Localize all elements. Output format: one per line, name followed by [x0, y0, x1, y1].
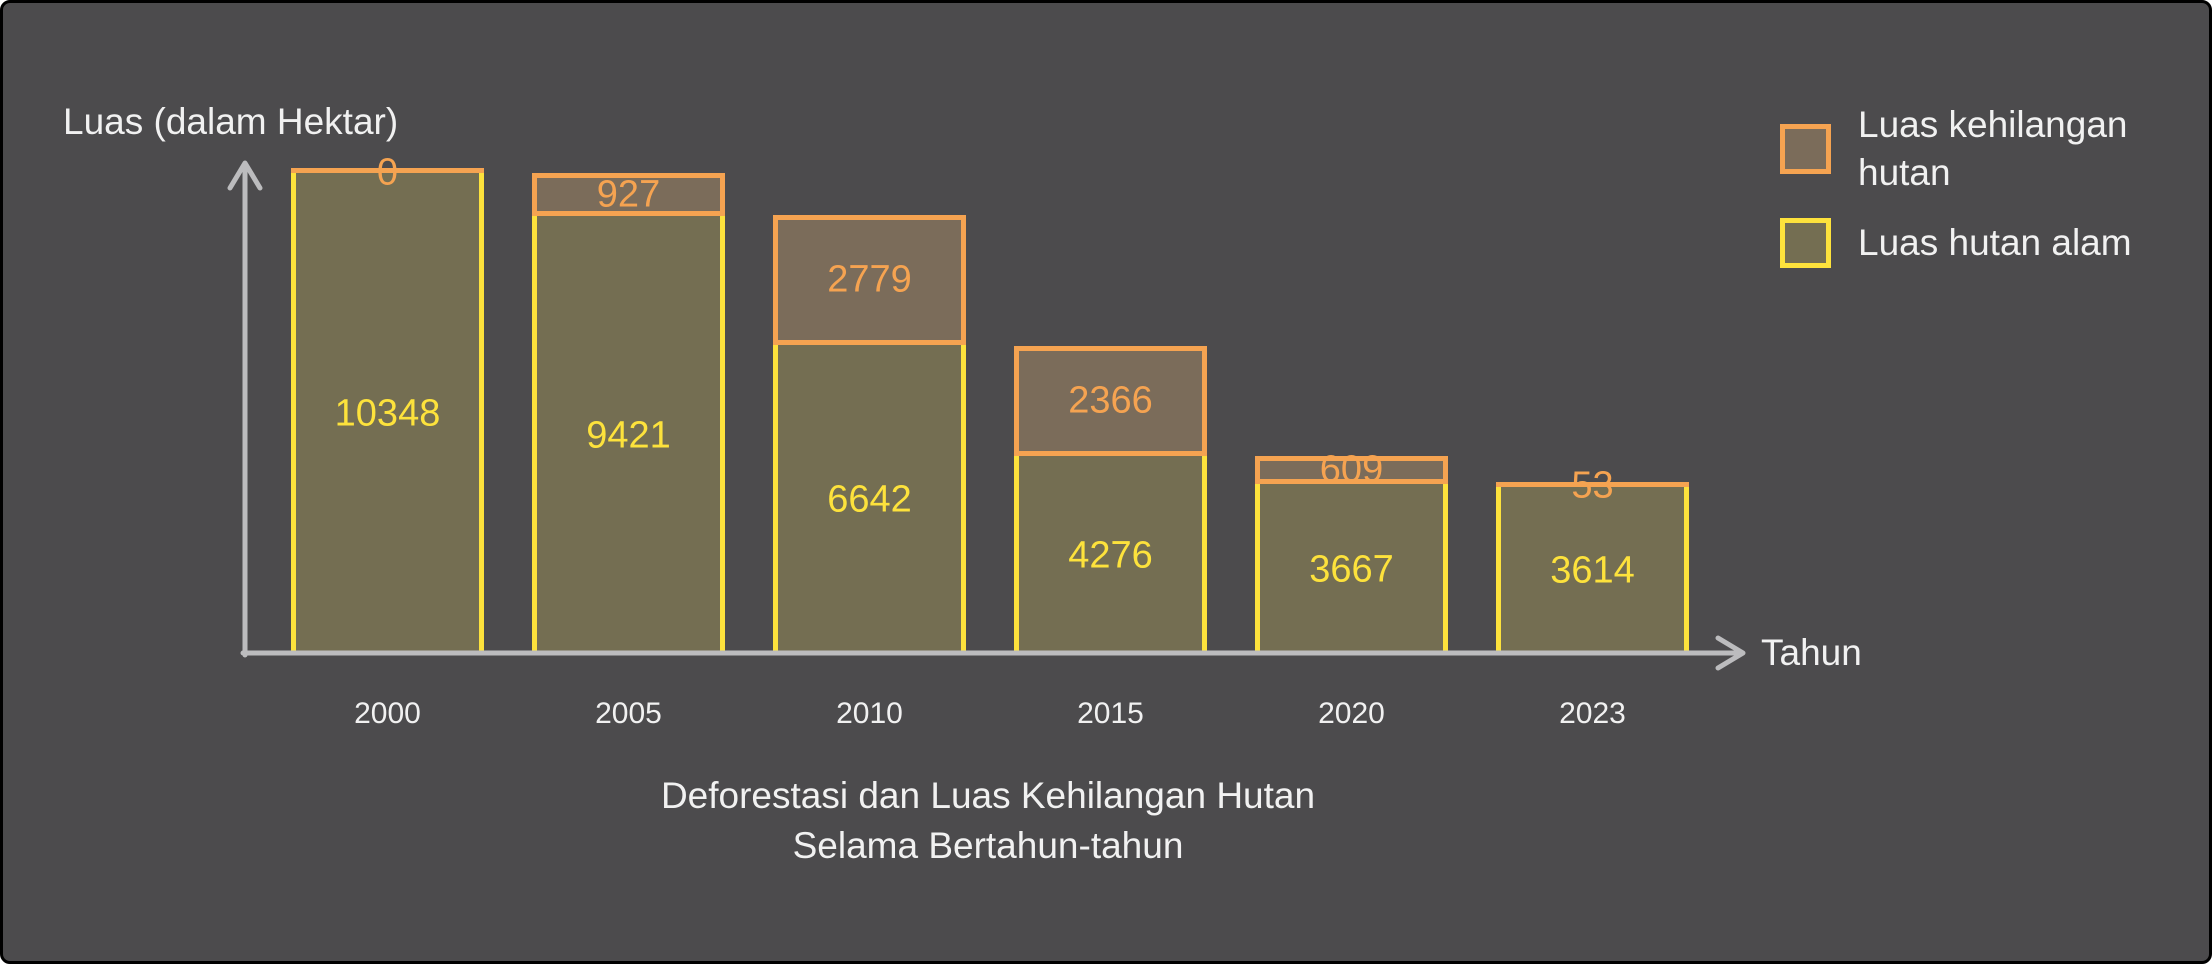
bar-2010-natural-value: 6642 [827, 478, 912, 521]
bar-2000-natural-value: 10348 [334, 392, 441, 435]
bar-2010-loss-value: 2779 [827, 258, 912, 301]
x-tick-2000: 2000 [354, 697, 421, 730]
bar-2020-natural-value: 3667 [1309, 548, 1394, 590]
x-tick-2005: 2005 [595, 697, 662, 730]
bar-2005-loss-value: 927 [596, 173, 661, 215]
legend-item-hutan-alam: Luas hutan alam [1780, 218, 2178, 268]
bar-2005-loss-segment-frame [532, 173, 725, 216]
bar-2000-loss-segment [291, 168, 484, 173]
chart-title: Deforestasi dan Luas Kehilangan Hutan Se… [288, 771, 1688, 871]
x-tick-2010: 2010 [836, 697, 903, 730]
bar-2010-loss-segment [773, 215, 966, 345]
legend-label-hutan-alam: Luas hutan alam [1858, 222, 2132, 263]
x-tick-2020: 2020 [1318, 697, 1385, 730]
bar-2005-natural-segment [532, 216, 725, 655]
bar-2000-loss-value: 0 [377, 152, 398, 195]
x-tick-2015: 2015 [1077, 697, 1144, 730]
bar-2010-loss-segment-frame [773, 215, 966, 345]
bar-2010-natural-segment [773, 345, 966, 655]
legend-swatch-hutan-alam-icon [1780, 218, 1831, 268]
legend-swatch-kehilangan-icon [1780, 124, 1831, 174]
bar-2023-loss-segment [1496, 482, 1689, 487]
x-axis-title: Tahun [1761, 632, 1862, 673]
bar-2023-natural-value: 3614 [1550, 549, 1635, 592]
bar-2005-natural-value: 9421 [586, 414, 671, 456]
bar-2015-natural-value: 4276 [1068, 534, 1153, 576]
bar-2020-loss-segment-frame [1255, 456, 1448, 484]
bar-2015-loss-segment [1014, 346, 1207, 456]
chart-title-line-1: Deforestasi dan Luas Kehilangan Hutan [660, 775, 1316, 816]
bar-2020-natural-segment [1255, 484, 1448, 655]
bar-2000-natural-segment [291, 173, 484, 655]
legend-label-kehilangan: Luas kehilangan hutan [1858, 104, 2128, 193]
bar-2005-loss-segment [532, 173, 725, 216]
legend: Luas kehilangan hutan Luas hutan alam [1780, 101, 2178, 289]
bar-2015-loss-value: 2366 [1068, 379, 1153, 422]
plot-area: 10348 0 2000 9421 927 2005 6642 2779 2010 4276 236… [3, 3, 2209, 961]
chart-title-line-2: Selama Bertahun-tahun [792, 825, 1184, 866]
bar-2023-natural-segment [1496, 487, 1689, 655]
legend-item-kehilangan: Luas kehilangan hutan [1780, 101, 2178, 197]
bar-2015-loss-segment-frame [1014, 346, 1207, 456]
y-axis-title: Luas (dalam Hektar) [63, 101, 399, 142]
x-tick-2023: 2023 [1559, 697, 1626, 730]
bar-2015-natural-segment [1014, 456, 1207, 655]
